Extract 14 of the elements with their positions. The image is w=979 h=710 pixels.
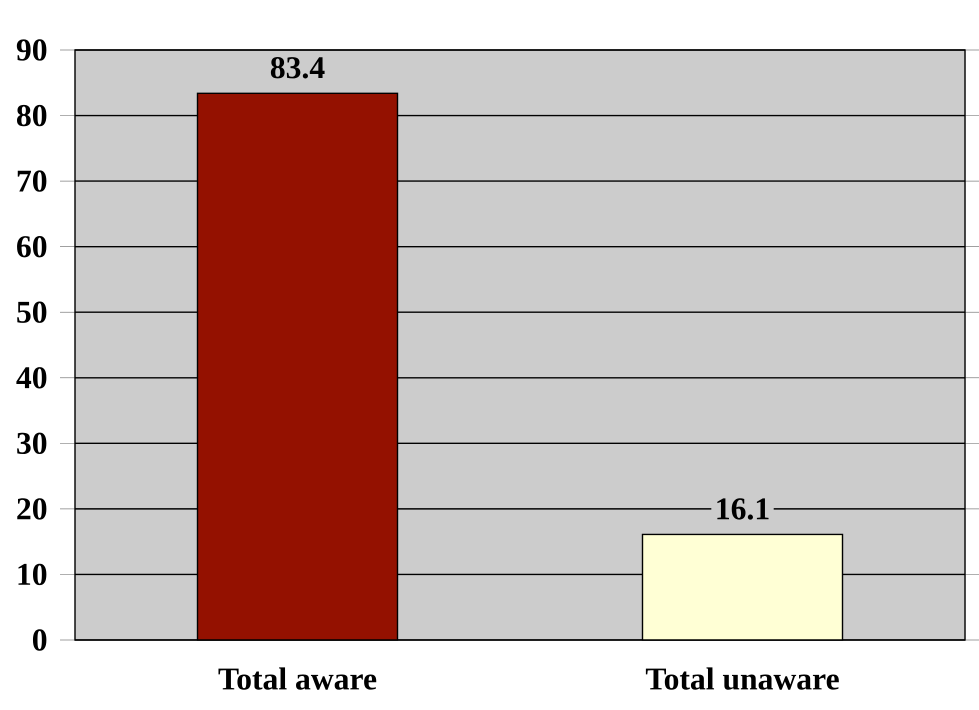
x-tick-label: Total aware [218, 667, 376, 690]
y-tick-label: 70 [18, 170, 46, 192]
y-tick-label: 40 [16, 367, 46, 388]
y-tick-label: 60 [17, 236, 46, 258]
y-tick-label: 20 [17, 498, 46, 520]
y-tick-label: 0 [32, 629, 46, 651]
data-label: 83.4 [270, 56, 325, 78]
data-label: 16.1 [717, 498, 769, 520]
y-tick-label: 10 [18, 564, 46, 586]
y-tick-label: 50 [17, 302, 46, 323]
x-tick-label: Total unaware [646, 667, 839, 690]
y-tick-label: 80 [16, 104, 46, 126]
y-tick-label: 90 [16, 39, 46, 61]
y-tick-label: 30 [17, 432, 46, 454]
